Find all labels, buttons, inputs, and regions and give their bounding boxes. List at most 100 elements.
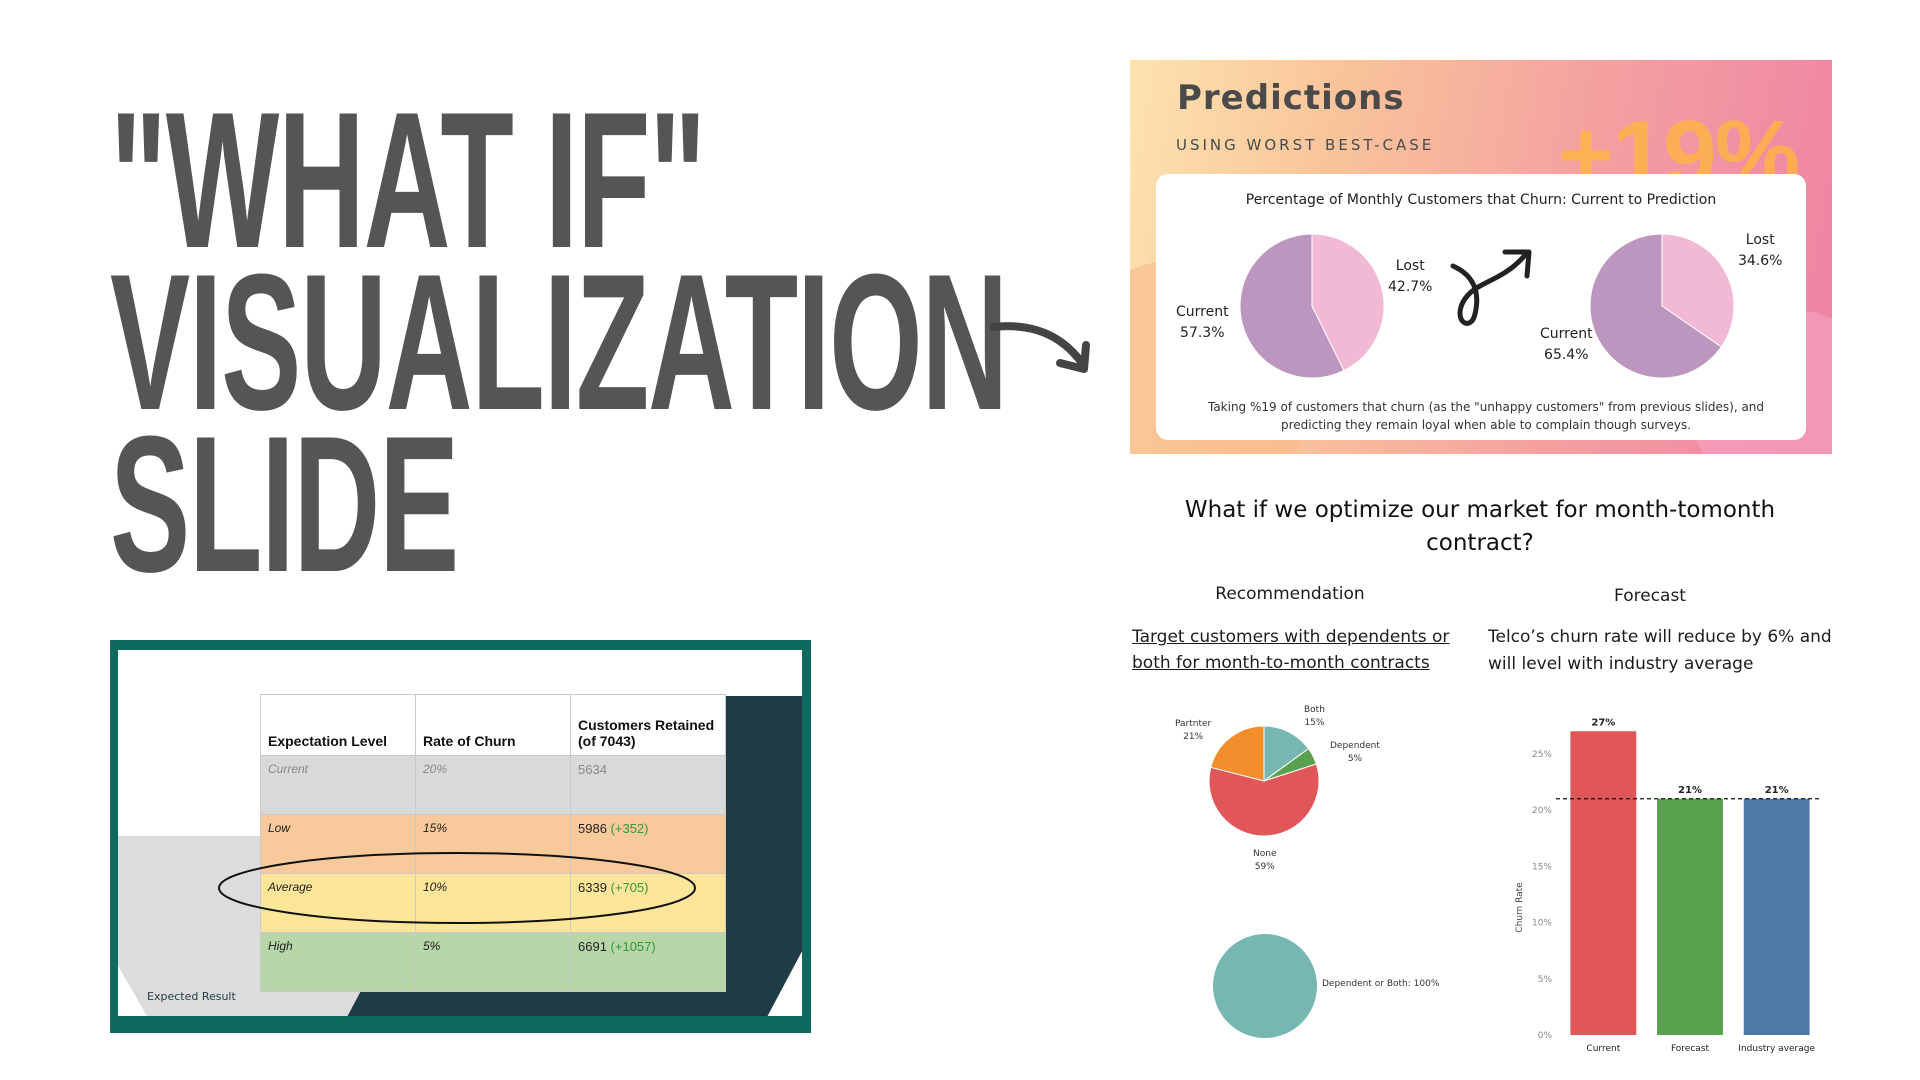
recommendation-link[interactable]: Target customers with dependents or both…: [1132, 627, 1450, 673]
pie-slice-current: [1239, 233, 1345, 379]
seg-none-value: 59%: [1254, 862, 1275, 872]
cell-level: Average: [260, 873, 416, 933]
y-tick-label: 10%: [1532, 919, 1552, 929]
cell-level: Current: [260, 755, 416, 815]
big-title: "WHAT IF" VISUALIZATION SLIDE: [110, 72, 1008, 613]
seg-none-label: None 59%: [1253, 848, 1276, 874]
pie1-lost-label: Lost 42.7%: [1388, 256, 1432, 298]
seg-both-label: Both 15%: [1304, 704, 1325, 730]
forecast-text: Telco’s churn rate will reduce by 6% and…: [1488, 627, 1832, 674]
expected-result-label: Expected Result: [147, 990, 236, 1003]
expected-result-slide-body: Expectation Level Rate of Churn Customer…: [118, 650, 802, 1016]
retained-gain: (+352): [610, 821, 649, 836]
y-tick-label: 5%: [1538, 975, 1553, 985]
header-customers-retained: Customers Retained (of 7043): [570, 694, 726, 756]
seg-dependent-value: 5%: [1347, 754, 1363, 764]
dep-both-value: 100%: [1413, 979, 1440, 989]
retained-value: 6691: [578, 939, 607, 954]
pie-slice-current: [1589, 233, 1722, 379]
seg-dependent-name: Dependent: [1330, 741, 1380, 751]
y-tick-label: 15%: [1532, 862, 1552, 872]
pie1-current-label: Current 57.3%: [1176, 302, 1229, 344]
pie-slice-none: [1208, 763, 1320, 837]
forecast-heading: Forecast: [1614, 586, 1686, 606]
title-line-2: VISUALIZATION: [110, 234, 1008, 451]
loop-arrow-icon: [1450, 249, 1532, 326]
y-axis-label: Churn Rate: [1515, 882, 1525, 933]
churn-rate-bar-chart: 0% 5% 10% 15% 20% 25% Churn Rate 27% Current 21% F…: [1515, 717, 1820, 1054]
cell-rate: 5%: [415, 932, 571, 992]
y-tick-label: 25%: [1532, 750, 1552, 760]
predictions-subtitle: USING WORST BEST-CASE: [1176, 136, 1435, 154]
pie1-lost-value: 42.7%: [1388, 279, 1433, 295]
bar-value-label: 27%: [1591, 717, 1615, 728]
table-row: Low 15% 5986 (+352): [260, 814, 726, 874]
header-rate-of-churn: Rate of Churn: [415, 694, 571, 756]
bar-value-label: 21%: [1765, 785, 1789, 796]
bar-industry-average: [1743, 798, 1810, 1035]
seg-both-value: 15%: [1304, 718, 1325, 728]
table-row: Current 20% 5634: [260, 755, 726, 815]
x-tick-label: Forecast: [1671, 1044, 1710, 1054]
pie1-lost-name: Lost: [1395, 258, 1425, 274]
pie2-current-label: Current 65.4%: [1540, 324, 1593, 366]
pie-slice-lost: [1661, 233, 1735, 348]
prediction-note: Taking %19 of customers that churn (as t…: [1207, 400, 1765, 432]
pie2-lost-label: Lost 34.6%: [1738, 230, 1782, 272]
recommendation-heading: Recommendation: [1215, 584, 1365, 604]
pie2-current-name: Current: [1540, 326, 1593, 342]
retained-value: 5986: [578, 821, 607, 836]
predictions-title: Predictions: [1177, 78, 1405, 118]
x-tick-label: Industry average: [1738, 1044, 1815, 1054]
retained-gain: (+705): [610, 880, 649, 895]
y-tick-label: 20%: [1532, 806, 1552, 816]
pie2-lost-name: Lost: [1745, 232, 1775, 248]
curved-arrow-icon: [990, 322, 1090, 373]
bar-current: [1570, 731, 1637, 1035]
table-row: High 5% 6691 (+1057): [260, 932, 726, 992]
seg-partner-value: 21%: [1183, 732, 1204, 742]
question-title: What if we optimize our market for month…: [1184, 497, 1776, 556]
segment-pie: [1208, 725, 1320, 837]
cell-retained: 6691 (+1057): [570, 932, 726, 992]
header-expectation-level: Expectation Level: [260, 694, 416, 756]
expected-result-slide: Expectation Level Rate of Churn Customer…: [110, 640, 811, 1033]
cell-retained: 5634: [570, 755, 726, 815]
pie1-current-value: 57.3%: [1180, 325, 1225, 341]
title-line-3: SLIDE: [110, 396, 459, 613]
pie-slice-partnter: [1210, 725, 1265, 782]
predictions-card: Percentage of Monthly Customers that Chu…: [1156, 174, 1806, 440]
title-line-1: "WHAT IF": [110, 72, 706, 289]
prediction-churn-pie: [1589, 233, 1735, 379]
retained-value: 5634: [578, 762, 607, 777]
x-tick-label: Current: [1586, 1044, 1620, 1054]
seg-partner-name: Partnter: [1175, 719, 1212, 729]
current-churn-pie: [1239, 233, 1385, 379]
prediction-chart-title: Percentage of Monthly Customers that Chu…: [1245, 192, 1717, 208]
pie2-lost-value: 34.6%: [1738, 253, 1783, 269]
pie2-current-value: 65.4%: [1544, 347, 1589, 363]
cell-retained: 6339 (+705): [570, 873, 726, 933]
seg-both-name: Both: [1304, 705, 1325, 715]
cell-level: High: [260, 932, 416, 992]
retained-gain: (+1057): [610, 939, 656, 954]
cell-rate: 15%: [415, 814, 571, 874]
pie1-current-name: Current: [1176, 304, 1229, 320]
pie-slice-both: [1263, 725, 1310, 782]
dep-both-name: Dependent or Both: [1322, 979, 1408, 989]
cell-rate: 20%: [415, 755, 571, 815]
pie-slice-dependent-or-both: [1213, 934, 1317, 1038]
highlight-oval: [218, 852, 696, 924]
seg-partner-label: Partnter 21%: [1175, 718, 1211, 744]
bar-forecast: [1657, 798, 1723, 1035]
y-tick-label: 0%: [1538, 1031, 1553, 1041]
cell-retained: 5986 (+352): [570, 814, 726, 874]
seg-none-name: None: [1253, 849, 1277, 859]
bar-value-label: 21%: [1678, 785, 1702, 796]
predictions-panel: Predictions USING WORST BEST-CASE +19% P…: [1130, 60, 1832, 454]
seg-dependent-label: Dependent 5%: [1330, 740, 1380, 766]
dependent-or-both-pie: [1213, 934, 1317, 1038]
churn-table: Expectation Level Rate of Churn Customer…: [260, 694, 726, 992]
retained-value: 6339: [578, 880, 607, 895]
table-header-row: Expectation Level Rate of Churn Customer…: [260, 694, 726, 756]
